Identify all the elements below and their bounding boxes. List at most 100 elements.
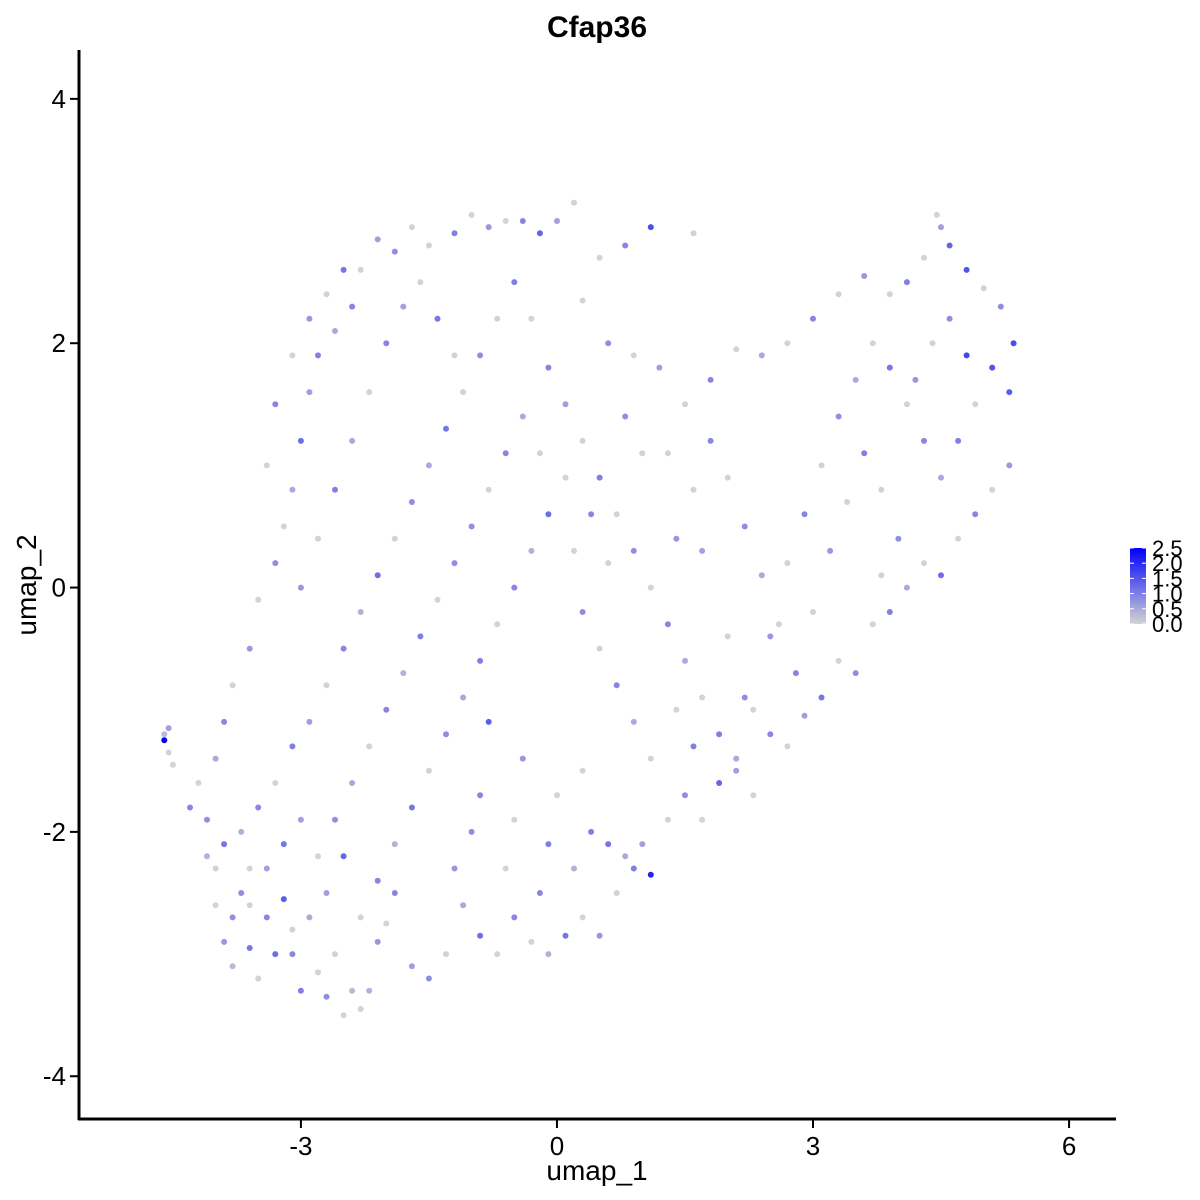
data-point-199 [605, 841, 612, 848]
data-point-245 [289, 352, 296, 359]
data-point-120 [221, 841, 228, 848]
data-point-126 [323, 682, 330, 689]
data-point-57 [886, 609, 893, 615]
x-axis-ticks: -3 0 3 6 [289, 1119, 1076, 1161]
data-point-153 [784, 560, 791, 567]
data-point-203 [349, 437, 356, 444]
data-point-262 [545, 841, 552, 848]
data-point-59 [921, 560, 927, 567]
data-point-239 [400, 670, 407, 677]
y-axis-ticks: -4 -2 0 2 4 [43, 84, 79, 1091]
data-point-211 [485, 486, 492, 493]
data-point-85 [630, 352, 637, 359]
data-point-23 [357, 1006, 364, 1012]
data-point-229 [878, 572, 885, 579]
data-point-51 [784, 743, 791, 750]
data-point-192 [554, 792, 560, 799]
data-point-119 [204, 816, 210, 823]
data-point-166 [963, 352, 970, 359]
data-point-267 [246, 902, 253, 909]
data-point-168 [929, 340, 936, 347]
data-point-55 [852, 670, 859, 677]
data-point-64 [1006, 462, 1013, 469]
data-point-118 [195, 780, 202, 786]
data-point-66 [1010, 340, 1017, 347]
data-point-242 [451, 560, 458, 567]
data-point-266 [229, 914, 236, 921]
data-point-181 [511, 584, 518, 591]
data-point-78 [810, 315, 816, 322]
data-point-164 [972, 401, 979, 408]
data-point-268 [272, 951, 279, 958]
points-layer [161, 199, 1017, 1019]
data-point-47 [716, 780, 723, 786]
data-point-7 [212, 902, 219, 909]
data-point-159 [886, 364, 893, 371]
data-point-87 [579, 297, 586, 304]
data-point-38 [579, 914, 586, 921]
data-point-70 [946, 242, 953, 249]
data-point-5 [187, 804, 193, 811]
data-point-69 [963, 266, 970, 273]
data-point-31 [460, 902, 467, 909]
data-point-15 [289, 951, 296, 958]
data-point-18 [315, 969, 321, 976]
data-point-20 [332, 951, 338, 958]
data-point-196 [502, 865, 509, 872]
colorbar-tick-label: 1.5 [1152, 566, 1183, 591]
data-point-189 [647, 755, 654, 762]
data-point-155 [818, 462, 825, 469]
data-point-10 [238, 890, 245, 896]
data-point-238 [383, 706, 390, 713]
data-point-65 [1006, 389, 1013, 396]
data-point-142 [596, 474, 603, 481]
data-point-243 [263, 462, 270, 469]
data-point-260 [477, 792, 484, 799]
data-point-112 [272, 560, 279, 567]
chart-title: Cfap36 [547, 11, 647, 44]
data-point-94 [536, 230, 543, 237]
y-tick-label: 2 [52, 328, 66, 358]
data-point-144 [630, 547, 637, 554]
data-point-24 [366, 987, 373, 994]
data-point-178 [460, 694, 467, 701]
data-point-21 [340, 1012, 347, 1019]
data-point-183 [545, 511, 552, 518]
data-point-81 [733, 346, 740, 353]
data-point-163 [955, 437, 962, 444]
data-point-195 [468, 828, 475, 835]
data-point-30 [443, 951, 449, 958]
data-point-257 [605, 560, 612, 567]
data-point-186 [596, 645, 603, 652]
data-point-175 [408, 804, 415, 811]
data-point-207 [417, 279, 424, 286]
data-point-241 [434, 596, 441, 603]
data-point-115 [229, 682, 236, 689]
data-point-28 [408, 963, 415, 970]
x-tick-label: -3 [289, 1131, 312, 1161]
data-point-244 [272, 401, 279, 408]
data-point-218 [724, 474, 731, 481]
data-point-2 [165, 725, 172, 732]
data-point-225 [844, 499, 851, 505]
data-point-33 [494, 951, 501, 958]
data-point-222 [792, 670, 799, 677]
data-point-145 [647, 584, 654, 591]
data-point-156 [835, 413, 842, 420]
data-point-123 [272, 780, 279, 786]
data-point-9 [229, 963, 236, 970]
data-point-133 [443, 425, 449, 432]
data-point-172 [357, 914, 364, 921]
data-point-193 [588, 828, 595, 835]
data-point-61 [955, 535, 962, 542]
data-point-236 [349, 780, 356, 786]
data-point-157 [852, 376, 859, 383]
data-point-34 [511, 914, 518, 921]
y-tick-label: 4 [52, 84, 66, 114]
data-point-42 [647, 871, 654, 878]
data-point-105 [349, 303, 356, 310]
data-point-95 [519, 218, 526, 224]
colorbar-tick-label: 2.0 [1152, 551, 1183, 576]
data-point-129 [374, 572, 381, 579]
